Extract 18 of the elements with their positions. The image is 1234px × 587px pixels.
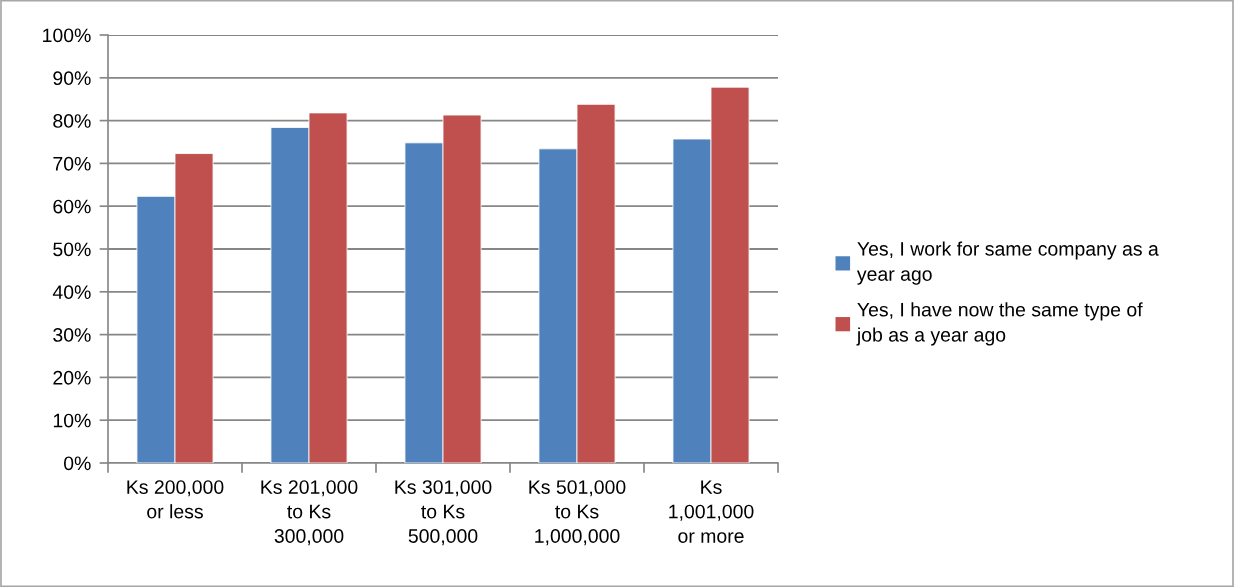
x-tick-label: Ks 1,001,000 or more <box>669 480 754 543</box>
legend-label: Yes, I have now the same type of job as a year ago <box>856 302 1143 346</box>
y-tick-label: 70% <box>53 156 91 171</box>
legend-label: Yes, I work for same company as a year ago <box>856 241 1159 285</box>
x-tick-label: Ks 501,000 to Ks 1,000,000 <box>529 480 626 546</box>
y-tick-label: 100% <box>43 28 91 43</box>
y-tick-label: 10% <box>53 413 91 428</box>
y-tick-label: 40% <box>52 285 91 300</box>
x-tick-label: Ks 301,000 to Ks 500,000 <box>395 480 492 546</box>
y-tick-label: 60% <box>53 199 91 214</box>
x-tick-label: Ks 200,000 or less <box>127 480 224 519</box>
y-tick-label: 50% <box>53 242 91 257</box>
y-tick-label: 20% <box>53 370 91 385</box>
y-tick-label: 30% <box>53 328 91 342</box>
x-tick-label: Ks 201,000 to Ks 300,000 <box>261 480 358 546</box>
y-tick-label: 80% <box>53 114 91 128</box>
y-tick-label: 0% <box>63 456 91 471</box>
y-tick-label: 90% <box>53 71 91 86</box>
